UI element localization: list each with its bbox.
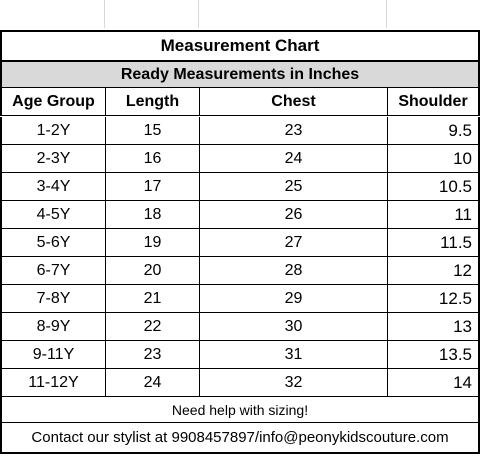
shoulder-cell: 10 xyxy=(453,148,472,168)
gridline xyxy=(198,0,199,28)
table-row: 5-6Y 19 27 11.5 xyxy=(0,229,480,257)
table-row: 8-9Y 22 30 13 xyxy=(0,313,480,341)
subtitle-row: Ready Measurements in Inches xyxy=(0,60,480,88)
age-group-cell: 11-12Y xyxy=(2,369,106,396)
length-cell: 18 xyxy=(106,201,200,228)
header-shoulder: Shoulder xyxy=(398,92,468,110)
age-group-cell: 7-8Y xyxy=(2,285,106,312)
chest-cell: 27 xyxy=(200,229,388,256)
age-group-cell: 4-5Y xyxy=(2,201,106,228)
table-row: 4-5Y 18 26 11 xyxy=(0,201,480,229)
length-cell: 16 xyxy=(106,145,200,172)
contact-row: Contact our stylist at 9908457897/info@p… xyxy=(0,423,480,454)
shoulder-cell: 12.5 xyxy=(438,288,472,308)
title-row: Measurement Chart xyxy=(0,30,480,60)
chest-cell: 24 xyxy=(200,145,388,172)
spreadsheet-gridlines xyxy=(0,0,480,28)
chest-cell: 30 xyxy=(200,313,388,340)
age-group-cell: 9-11Y xyxy=(2,341,106,368)
table-title: Measurement Chart xyxy=(160,36,320,55)
shoulder-cell: 11 xyxy=(454,204,472,224)
shoulder-cell: 13.5 xyxy=(438,344,472,364)
table-row: 6-7Y 20 28 12 xyxy=(0,257,480,285)
chest-cell: 28 xyxy=(200,257,388,284)
table-row: 11-12Y 24 32 14 xyxy=(0,369,480,397)
length-cell: 23 xyxy=(106,341,200,368)
table-row: 9-11Y 23 31 13.5 xyxy=(0,341,480,369)
length-cell: 22 xyxy=(106,313,200,340)
shoulder-cell: 14 xyxy=(453,372,472,392)
help-text: Need help with sizing! xyxy=(171,401,309,418)
help-row: Need help with sizing! xyxy=(0,397,480,423)
gridline xyxy=(386,0,387,28)
length-cell: 24 xyxy=(106,369,200,396)
chest-cell: 31 xyxy=(200,341,388,368)
table-row: 1-2Y 15 23 9.5 xyxy=(0,117,480,145)
chest-cell: 32 xyxy=(200,369,388,396)
table-row: 3-4Y 17 25 10.5 xyxy=(0,173,480,201)
header-length: Length xyxy=(106,88,200,115)
header-chest: Chest xyxy=(200,88,388,115)
shoulder-cell: 13 xyxy=(453,316,472,336)
measurement-table: Measurement Chart Ready Measurements in … xyxy=(0,28,480,456)
length-cell: 19 xyxy=(106,229,200,256)
length-cell: 15 xyxy=(106,117,200,144)
table-row: 7-8Y 21 29 12.5 xyxy=(0,285,480,313)
age-group-cell: 3-4Y xyxy=(2,173,106,200)
chest-cell: 29 xyxy=(200,285,388,312)
age-group-cell: 6-7Y xyxy=(2,257,106,284)
age-group-cell: 1-2Y xyxy=(2,117,106,144)
shoulder-cell: 10.5 xyxy=(438,176,472,196)
length-cell: 17 xyxy=(106,173,200,200)
chest-cell: 25 xyxy=(200,173,388,200)
shoulder-cell: 9.5 xyxy=(448,120,472,140)
table-subtitle: Ready Measurements in Inches xyxy=(120,65,360,83)
header-age-group: Age Group xyxy=(2,88,106,115)
contact-text: Contact our stylist at 9908457897/info@p… xyxy=(31,429,449,446)
chest-cell: 23 xyxy=(200,117,388,144)
age-group-cell: 8-9Y xyxy=(2,313,106,340)
header-row: Age Group Length Chest Shoulder xyxy=(0,88,480,116)
shoulder-cell: 11.5 xyxy=(440,232,472,252)
age-group-cell: 2-3Y xyxy=(2,145,106,172)
chest-cell: 26 xyxy=(200,201,388,228)
table-row: 2-3Y 16 24 10 xyxy=(0,145,480,173)
shoulder-cell: 12 xyxy=(453,260,472,280)
gridline xyxy=(104,0,105,28)
length-cell: 21 xyxy=(106,285,200,312)
length-cell: 20 xyxy=(106,257,200,284)
age-group-cell: 5-6Y xyxy=(2,229,106,256)
